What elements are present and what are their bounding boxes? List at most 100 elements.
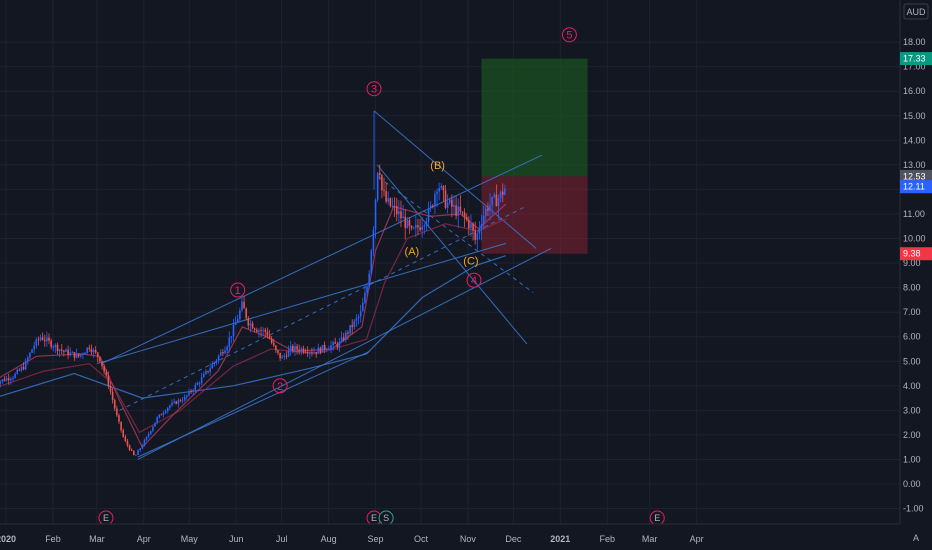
candle-body (359, 311, 362, 317)
candle-body (429, 205, 432, 209)
candle-body (412, 227, 415, 229)
candle-body (425, 221, 428, 226)
candle-body (16, 369, 19, 374)
wave-label-2[interactable]: 2 (277, 381, 283, 393)
candle-body (247, 318, 250, 326)
wave-label-a[interactable]: (A) (405, 246, 420, 258)
candle-body (487, 208, 489, 211)
price-axis[interactable] (900, 0, 932, 524)
candle-body (389, 198, 392, 207)
candle-body (166, 407, 169, 412)
candle-body (143, 440, 146, 446)
candle-body (342, 337, 345, 340)
wave-label-1[interactable]: 1 (235, 285, 241, 297)
wave-label-circle[interactable] (561, 27, 577, 43)
candle-body (362, 302, 364, 312)
channel-midline[interactable] (378, 176, 534, 293)
wave-label-3[interactable]: 3 (371, 84, 377, 96)
candle-body (489, 205, 491, 211)
channel-midline[interactable] (119, 206, 526, 411)
wave-label-circle[interactable] (230, 282, 246, 298)
candle-body (476, 233, 479, 240)
candle-body (202, 373, 205, 378)
candle-body (169, 405, 171, 408)
candle-body (383, 190, 385, 192)
x-tick-label: Apr (690, 534, 704, 544)
wave-labels[interactable]: 1 2 3 4 5 (A) (B) (C) (230, 27, 577, 394)
candle-body (37, 339, 40, 341)
candle-body (300, 348, 303, 352)
trendline[interactable] (373, 110, 537, 249)
wave-label-b[interactable]: (B) (430, 160, 445, 172)
candle-body (497, 198, 500, 207)
trendline[interactable] (376, 164, 528, 345)
trendline[interactable] (101, 154, 543, 365)
wave-label-c[interactable]: (C) (463, 256, 478, 268)
candle-body (292, 345, 294, 351)
wave-label-5[interactable]: 5 (566, 30, 572, 42)
y-tick-label: 6.00 (903, 332, 921, 342)
candle-body (253, 328, 256, 330)
candle-body (88, 347, 91, 350)
y-tick-label: 5.00 (903, 356, 921, 366)
x-tick-label: 2020 (0, 534, 16, 544)
trendline[interactable] (137, 247, 552, 460)
y-tick-label: 13.00 (903, 160, 926, 170)
candle-body (455, 205, 457, 216)
candle-body (275, 345, 277, 351)
candle-body (306, 352, 309, 354)
candle-body (239, 310, 241, 320)
wave-label-circle[interactable] (366, 81, 382, 97)
candle-body (130, 449, 133, 451)
candle-body (251, 323, 254, 329)
candle-body (264, 329, 267, 332)
time-axis[interactable] (0, 524, 932, 550)
y-tick-label: 4.00 (903, 381, 921, 391)
candle-body (215, 360, 218, 363)
candle-body (173, 401, 175, 403)
candle-body (410, 226, 413, 228)
candle-body (294, 346, 296, 351)
price-tag (900, 247, 932, 261)
candle-body (378, 172, 381, 176)
candle-body (421, 226, 423, 230)
candle-body (41, 337, 44, 340)
candle-body (372, 229, 375, 251)
candle-body (103, 366, 105, 372)
candle-body (1, 379, 4, 382)
candle-body (472, 223, 474, 231)
trendline[interactable] (96, 242, 506, 365)
x-tick-label: Oct (414, 534, 429, 544)
x-tick-label: Feb (45, 534, 61, 544)
candle-body (285, 355, 288, 357)
candle-body (139, 448, 141, 451)
candle-body (236, 319, 239, 323)
candle-body (470, 223, 472, 229)
candle-body (349, 325, 351, 334)
wave-label-circle[interactable] (466, 272, 482, 288)
candle-body (283, 355, 286, 357)
candle-body (67, 349, 69, 356)
candle-body (33, 345, 35, 350)
candle-body (156, 417, 158, 423)
candle-body (58, 349, 61, 352)
trendlines[interactable] (96, 110, 552, 460)
candle-body (194, 384, 197, 391)
currency-box[interactable] (903, 3, 929, 20)
candle-body (46, 337, 48, 342)
candle-body (321, 345, 324, 353)
candle-body (94, 349, 97, 353)
wave-label-4[interactable]: 4 (471, 275, 477, 287)
y-tick-label: 14.00 (903, 135, 926, 145)
candle-body (298, 349, 301, 352)
price-tag (900, 180, 932, 194)
candle-body (319, 347, 322, 353)
candle-body (482, 215, 485, 225)
candle-body (116, 408, 118, 416)
candle-body (423, 225, 426, 227)
wave-label-circle[interactable] (272, 378, 288, 394)
x-tick-label: May (181, 534, 199, 544)
candle-body (209, 368, 211, 372)
